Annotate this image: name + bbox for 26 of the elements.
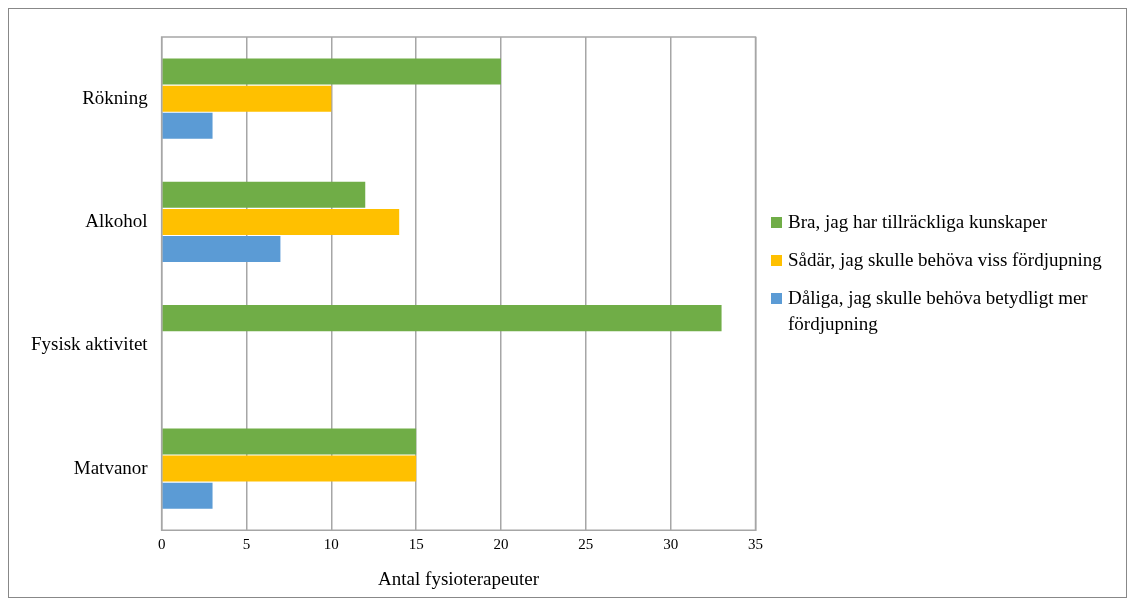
- bar: [162, 305, 722, 332]
- bar: [162, 208, 400, 235]
- bar: [162, 482, 213, 509]
- x-tick-label: 20: [493, 536, 509, 553]
- legend-label: Dåliga, jag skulle behöva betydligt mer fördjupning: [788, 286, 1089, 336]
- legend-label: Sådär, jag skulle behöva viss fördjupning: [788, 248, 1102, 272]
- x-tick-label: 35: [748, 536, 763, 553]
- x-tick-label: 0: [157, 536, 166, 553]
- y-tick-label: Matvanor: [73, 456, 149, 478]
- y-tick-label: Alkohol: [85, 209, 148, 231]
- x-tick-label: 15: [408, 536, 424, 553]
- x-tick-label: 5: [242, 536, 251, 553]
- y-tick-label: Rökning: [82, 86, 149, 108]
- bar: [162, 428, 417, 455]
- y-tick-label: Fysisk aktivitet: [30, 333, 149, 355]
- bar: [162, 85, 332, 112]
- bar: [162, 112, 213, 139]
- x-tick-label: 30: [663, 536, 679, 553]
- bar: [162, 181, 366, 208]
- legend-label: Bra, jag har tillräckliga kunskaper: [788, 210, 1048, 234]
- x-tick-label: 10: [323, 536, 339, 553]
- x-axis-title: Antal fysioterapeuter: [378, 567, 540, 589]
- x-tick-label: 25: [578, 536, 594, 553]
- bar: [162, 236, 281, 263]
- bar: [162, 455, 417, 482]
- bar: [162, 58, 501, 85]
